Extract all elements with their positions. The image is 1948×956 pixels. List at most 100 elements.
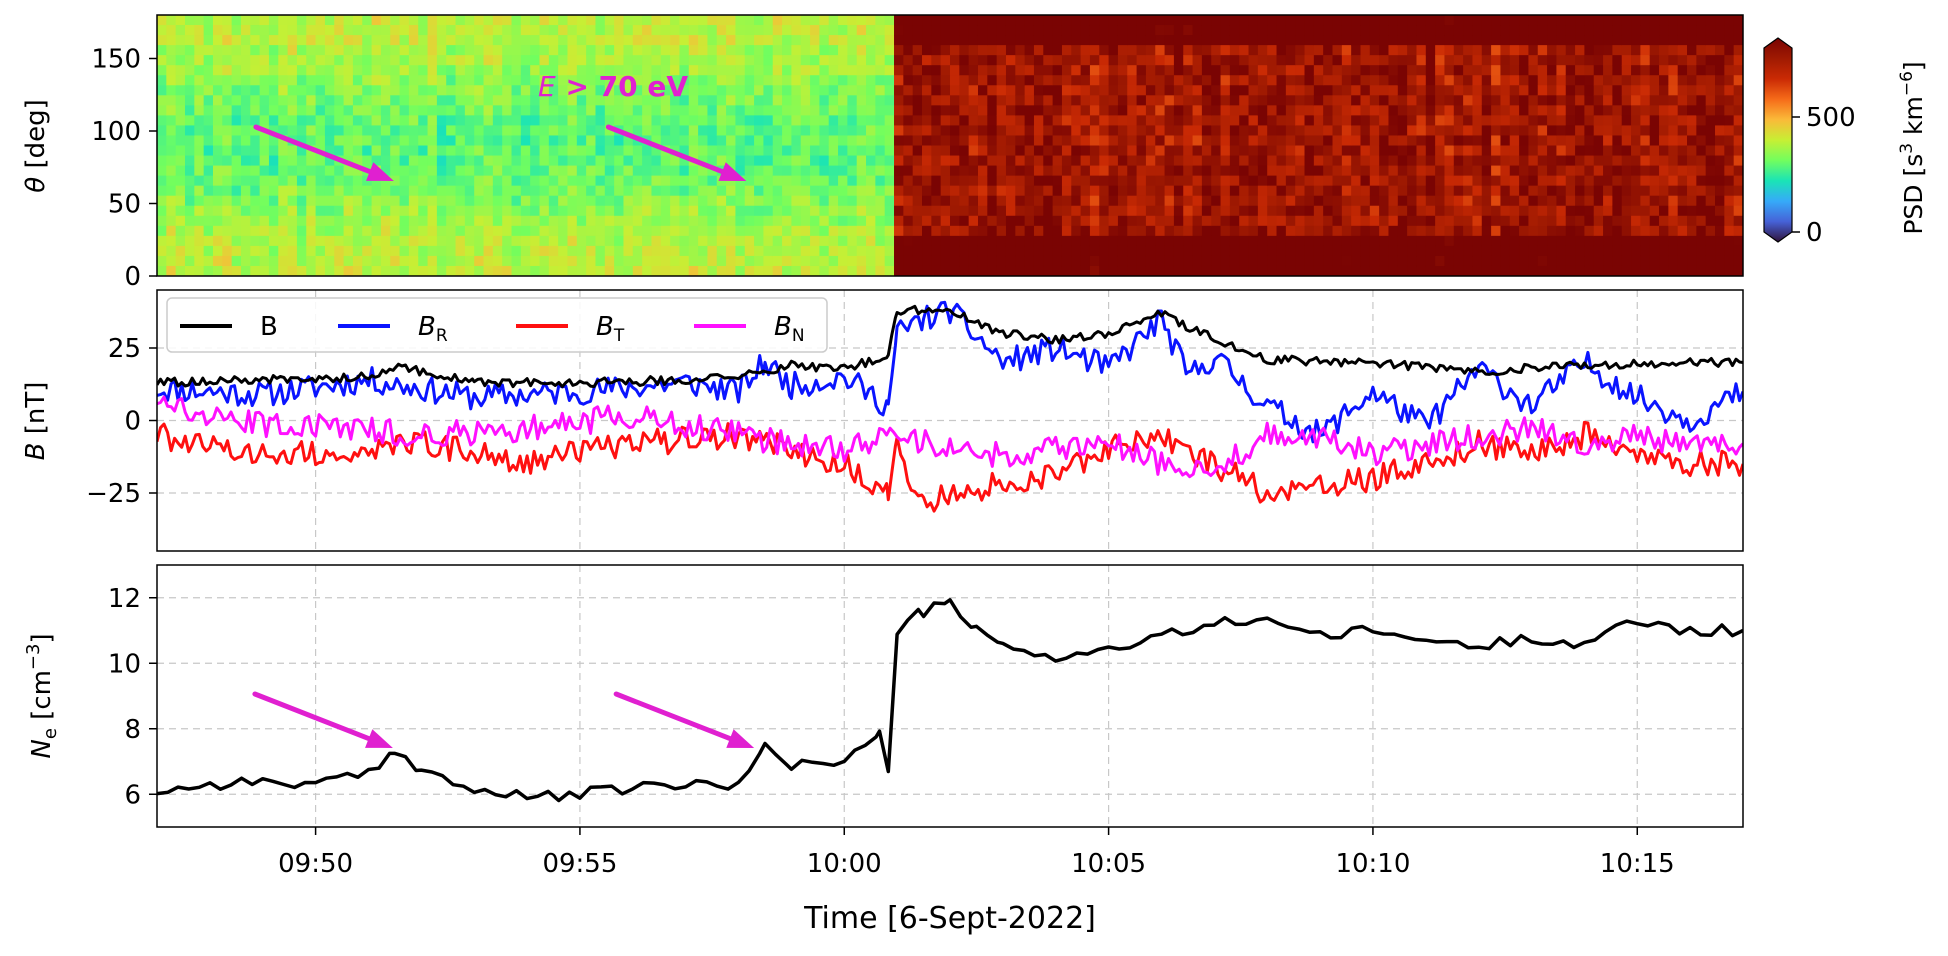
heatmap-cell bbox=[157, 155, 167, 167]
heatmap-cell bbox=[1621, 55, 1632, 66]
heatmap-cell bbox=[1136, 255, 1147, 267]
heatmap-cell bbox=[1173, 265, 1184, 276]
heatmap-cell bbox=[511, 175, 522, 187]
heatmap-cell bbox=[436, 225, 447, 237]
heatmap-cell bbox=[1575, 25, 1585, 36]
heatmap-cell bbox=[1416, 205, 1427, 217]
magnetic-field-lines bbox=[157, 300, 1743, 513]
heatmap-cell bbox=[1612, 155, 1623, 167]
heatmap-cell bbox=[1332, 185, 1343, 197]
heatmap-cell bbox=[240, 205, 251, 217]
heatmap-cell bbox=[754, 185, 765, 197]
heatmap-cell bbox=[1453, 195, 1464, 207]
heatmap-cell bbox=[1500, 185, 1511, 197]
heatmap-cell bbox=[614, 225, 625, 237]
heatmap-cell bbox=[716, 75, 727, 86]
heatmap-cell bbox=[922, 165, 932, 177]
heatmap-cell bbox=[735, 55, 746, 66]
heatmap-cell bbox=[1313, 65, 1324, 76]
heatmap-cell bbox=[306, 225, 317, 237]
heatmap-cell bbox=[660, 35, 671, 46]
heatmap-cell bbox=[1033, 235, 1044, 247]
heatmap-cell bbox=[1164, 15, 1175, 26]
heatmap-cell bbox=[1705, 75, 1716, 86]
heatmap-cell bbox=[212, 95, 223, 106]
heatmap-cell bbox=[306, 175, 317, 187]
heatmap-cell bbox=[1528, 85, 1539, 96]
heatmap-cell bbox=[642, 65, 653, 76]
heatmap-cell bbox=[1052, 235, 1063, 247]
heatmap-cell bbox=[1696, 105, 1707, 116]
heatmap-cell bbox=[875, 255, 886, 267]
heatmap-cell bbox=[1052, 115, 1063, 127]
heatmap-cell bbox=[642, 205, 653, 217]
heatmap-cell bbox=[698, 105, 709, 116]
heatmap-cell bbox=[819, 205, 830, 217]
heatmap-cell bbox=[1257, 225, 1268, 237]
heatmap-cell bbox=[418, 35, 429, 46]
heatmap-cell bbox=[287, 115, 298, 127]
heatmap-cell bbox=[1556, 245, 1567, 257]
heatmap-cell bbox=[1220, 25, 1231, 36]
heatmap-cell bbox=[1397, 165, 1408, 177]
heatmap-cell bbox=[735, 35, 746, 46]
heatmap-cell bbox=[1472, 235, 1483, 247]
heatmap-cell bbox=[1015, 155, 1026, 167]
heatmap-cell bbox=[1556, 195, 1567, 207]
heatmap-cell bbox=[1024, 145, 1035, 157]
heatmap-cell bbox=[1257, 65, 1268, 76]
heatmap-cell bbox=[866, 135, 876, 147]
heatmap-cell bbox=[1061, 175, 1072, 187]
heatmap-cell bbox=[744, 55, 755, 66]
heatmap-cell bbox=[1080, 175, 1091, 187]
heatmap-cell bbox=[1444, 165, 1455, 177]
heatmap-cell bbox=[1080, 55, 1091, 66]
heatmap-cell bbox=[1640, 145, 1651, 157]
heatmap-cell bbox=[1696, 65, 1707, 76]
heatmap-cell bbox=[212, 225, 223, 237]
heatmap-cell bbox=[1397, 155, 1408, 167]
heatmap-cell bbox=[1631, 265, 1641, 276]
heatmap-cell bbox=[1351, 65, 1362, 76]
heatmap-cell bbox=[1537, 245, 1548, 257]
heatmap-cell bbox=[1285, 165, 1296, 177]
heatmap-cell bbox=[856, 135, 867, 147]
heatmap-cell bbox=[856, 265, 867, 276]
heatmap-cell bbox=[1369, 235, 1380, 247]
heatmap-cell bbox=[1360, 245, 1371, 257]
heatmap-cell bbox=[324, 185, 335, 197]
heatmap-cell bbox=[1257, 135, 1268, 147]
heatmap-cell bbox=[240, 225, 251, 237]
heatmap-cell bbox=[1043, 65, 1054, 76]
heatmap-cell bbox=[222, 125, 233, 137]
heatmap-cell bbox=[1024, 235, 1035, 247]
heatmap-cell bbox=[530, 255, 541, 267]
heatmap-cell bbox=[660, 55, 671, 66]
heatmap-cell bbox=[828, 265, 839, 276]
heatmap-cell bbox=[1388, 185, 1399, 197]
heatmap-cell bbox=[1304, 15, 1315, 26]
heatmap-cell bbox=[950, 55, 960, 66]
heatmap-cell bbox=[446, 75, 457, 86]
heatmap-cell bbox=[250, 165, 261, 177]
heatmap-cell bbox=[203, 125, 214, 137]
heatmap-cell bbox=[539, 225, 550, 237]
heatmap-cell bbox=[1379, 125, 1390, 137]
heatmap-cell bbox=[670, 245, 681, 257]
heatmap-cell bbox=[1043, 115, 1054, 127]
heatmap-cell bbox=[987, 245, 998, 257]
heatmap-cell bbox=[1715, 215, 1725, 227]
heatmap-cell bbox=[390, 85, 401, 96]
heatmap-cell bbox=[856, 85, 867, 96]
heatmap-cell bbox=[754, 115, 765, 127]
heatmap-cell bbox=[371, 35, 382, 46]
heatmap-cell bbox=[586, 55, 597, 66]
heatmap-cell bbox=[287, 175, 298, 187]
heatmap-cell bbox=[1201, 135, 1212, 147]
heatmap-cell bbox=[894, 215, 904, 227]
heatmap-cell bbox=[1724, 245, 1735, 257]
heatmap-cell bbox=[1313, 45, 1324, 56]
heatmap-cell bbox=[1537, 105, 1548, 116]
heatmap-cell bbox=[996, 105, 1007, 116]
heatmap-cell bbox=[586, 245, 597, 257]
